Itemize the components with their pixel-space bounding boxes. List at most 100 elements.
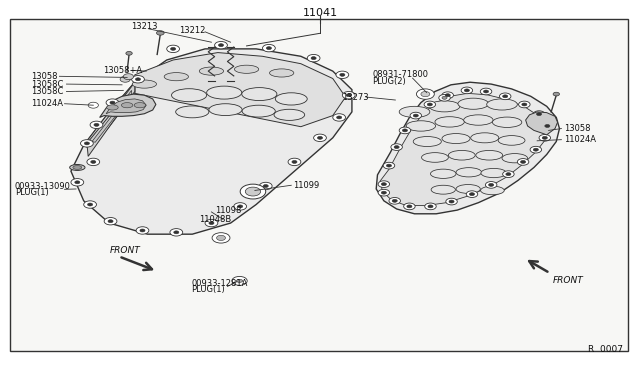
Circle shape — [234, 203, 246, 210]
Text: PLUG(2): PLUG(2) — [372, 77, 406, 86]
Circle shape — [336, 71, 349, 78]
Ellipse shape — [476, 150, 502, 160]
Circle shape — [104, 218, 117, 225]
Ellipse shape — [132, 80, 157, 88]
Ellipse shape — [107, 105, 118, 110]
Circle shape — [170, 229, 182, 236]
Text: 00933-1281A: 00933-1281A — [191, 279, 248, 288]
Circle shape — [381, 183, 387, 186]
Ellipse shape — [442, 134, 470, 144]
Circle shape — [245, 187, 260, 196]
Circle shape — [157, 31, 164, 35]
Circle shape — [442, 96, 447, 99]
Circle shape — [465, 89, 469, 92]
Circle shape — [541, 123, 553, 129]
Ellipse shape — [269, 69, 294, 77]
Circle shape — [428, 205, 433, 208]
Circle shape — [91, 160, 96, 163]
Text: FRONT: FRONT — [553, 276, 584, 285]
Ellipse shape — [498, 136, 525, 145]
Text: 13058C: 13058C — [31, 80, 64, 89]
Circle shape — [483, 90, 488, 93]
Ellipse shape — [399, 106, 430, 118]
Circle shape — [317, 137, 323, 139]
Text: 13213: 13213 — [131, 22, 157, 31]
Circle shape — [124, 74, 134, 80]
Polygon shape — [525, 112, 557, 135]
Ellipse shape — [449, 150, 475, 160]
Text: 11041: 11041 — [303, 7, 337, 17]
Text: FRONT: FRONT — [109, 246, 140, 254]
Ellipse shape — [464, 115, 493, 125]
Polygon shape — [92, 90, 132, 142]
Ellipse shape — [431, 185, 456, 194]
Circle shape — [337, 116, 342, 119]
Circle shape — [404, 203, 415, 210]
Ellipse shape — [413, 137, 442, 147]
Circle shape — [391, 144, 403, 150]
Circle shape — [485, 182, 497, 188]
Ellipse shape — [492, 117, 522, 128]
Ellipse shape — [435, 117, 465, 127]
Ellipse shape — [431, 169, 456, 179]
Circle shape — [499, 93, 511, 100]
Circle shape — [90, 121, 103, 129]
Ellipse shape — [481, 186, 504, 195]
Circle shape — [392, 199, 397, 202]
Ellipse shape — [406, 121, 436, 131]
Circle shape — [120, 76, 131, 82]
Ellipse shape — [502, 154, 527, 163]
Circle shape — [449, 200, 454, 203]
Circle shape — [502, 171, 514, 177]
Polygon shape — [135, 52, 346, 127]
Polygon shape — [71, 49, 352, 234]
Circle shape — [488, 183, 493, 186]
Polygon shape — [84, 82, 135, 149]
Circle shape — [84, 201, 97, 208]
Circle shape — [407, 205, 412, 208]
Circle shape — [266, 46, 271, 49]
Polygon shape — [380, 93, 548, 206]
Text: PLUG(1): PLUG(1) — [15, 188, 49, 197]
Circle shape — [311, 57, 316, 60]
Circle shape — [399, 127, 411, 134]
Ellipse shape — [481, 169, 506, 178]
Circle shape — [314, 134, 326, 141]
Ellipse shape — [429, 101, 460, 112]
Circle shape — [140, 229, 145, 232]
Circle shape — [212, 233, 230, 243]
Ellipse shape — [209, 104, 242, 116]
Circle shape — [542, 137, 547, 139]
Circle shape — [342, 92, 355, 99]
Text: 13058C: 13058C — [31, 87, 64, 96]
Ellipse shape — [275, 93, 307, 105]
Circle shape — [167, 45, 179, 52]
Polygon shape — [106, 99, 147, 114]
Circle shape — [413, 114, 419, 117]
Circle shape — [232, 276, 247, 285]
Circle shape — [88, 203, 93, 206]
Circle shape — [389, 198, 401, 204]
Text: 00933-13090: 00933-13090 — [15, 182, 70, 190]
Circle shape — [506, 173, 511, 176]
Circle shape — [442, 92, 454, 99]
Polygon shape — [376, 82, 559, 214]
Ellipse shape — [456, 185, 480, 193]
Circle shape — [461, 87, 472, 94]
Polygon shape — [87, 82, 135, 156]
Circle shape — [553, 92, 559, 96]
Circle shape — [205, 219, 218, 227]
Ellipse shape — [70, 164, 85, 170]
Circle shape — [307, 54, 320, 62]
Text: 11099: 11099 — [293, 181, 319, 190]
Circle shape — [425, 203, 436, 210]
Circle shape — [378, 189, 390, 196]
Text: 11098: 11098 — [215, 206, 242, 215]
Circle shape — [262, 44, 275, 52]
Circle shape — [469, 193, 474, 196]
Circle shape — [259, 182, 272, 190]
Circle shape — [81, 140, 93, 147]
Circle shape — [333, 114, 346, 121]
Circle shape — [417, 89, 435, 99]
Circle shape — [522, 103, 527, 106]
